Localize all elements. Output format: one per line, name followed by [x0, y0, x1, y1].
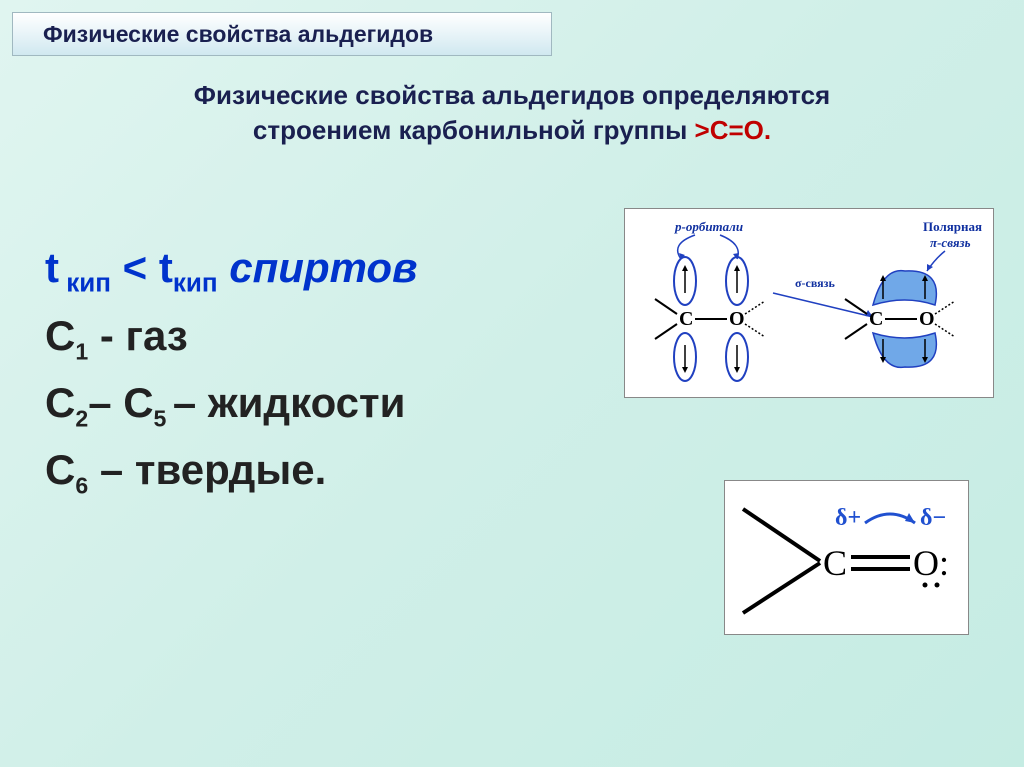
list-line-3: С2– С5 – жидкости [45, 370, 417, 437]
label-sigma: σ-связь [795, 276, 835, 290]
orbital-diagram: р-орбитали Полярная π-связь σ-связь C O [624, 208, 994, 398]
list-line-2: С1 - газ [45, 303, 417, 370]
dipole-diagram: C O: δ+ δ− [724, 480, 969, 635]
atom-c-2: C [869, 308, 883, 330]
atom-o-3: O: [913, 543, 949, 583]
label-polar-2: π-связь [930, 235, 971, 250]
orbital-svg: р-орбитали Полярная π-связь σ-связь C O [625, 209, 995, 399]
delta-minus: δ− [920, 505, 946, 531]
subtitle-line2: строением карбонильной группы [253, 115, 695, 145]
atom-c-1: C [679, 308, 693, 330]
dipole-svg: C O: δ+ δ− [725, 481, 970, 636]
list-line-4: С6 – твердые. [45, 437, 417, 504]
subtitle-formula: >С=О. [695, 115, 772, 145]
subtitle-line1: Физические свойства альдегидов определяю… [194, 80, 830, 110]
subtitle: Физические свойства альдегидов определяю… [0, 78, 1024, 148]
properties-list: t кип < tкип спиртов С1 - газ С2– С5 – ж… [45, 235, 417, 504]
atom-c-3: C [823, 543, 847, 583]
page-title: Физические свойства альдегидов [43, 21, 433, 48]
title-box: Физические свойства альдегидов [12, 12, 552, 56]
delta-plus: δ+ [835, 505, 861, 531]
atom-o-2: O [919, 308, 935, 330]
label-p-orbitals: р-орбитали [674, 219, 743, 234]
label-polar-1: Полярная [923, 219, 982, 234]
atom-o-1: O [729, 308, 745, 330]
list-line-1: t кип < tкип спиртов [45, 235, 417, 303]
